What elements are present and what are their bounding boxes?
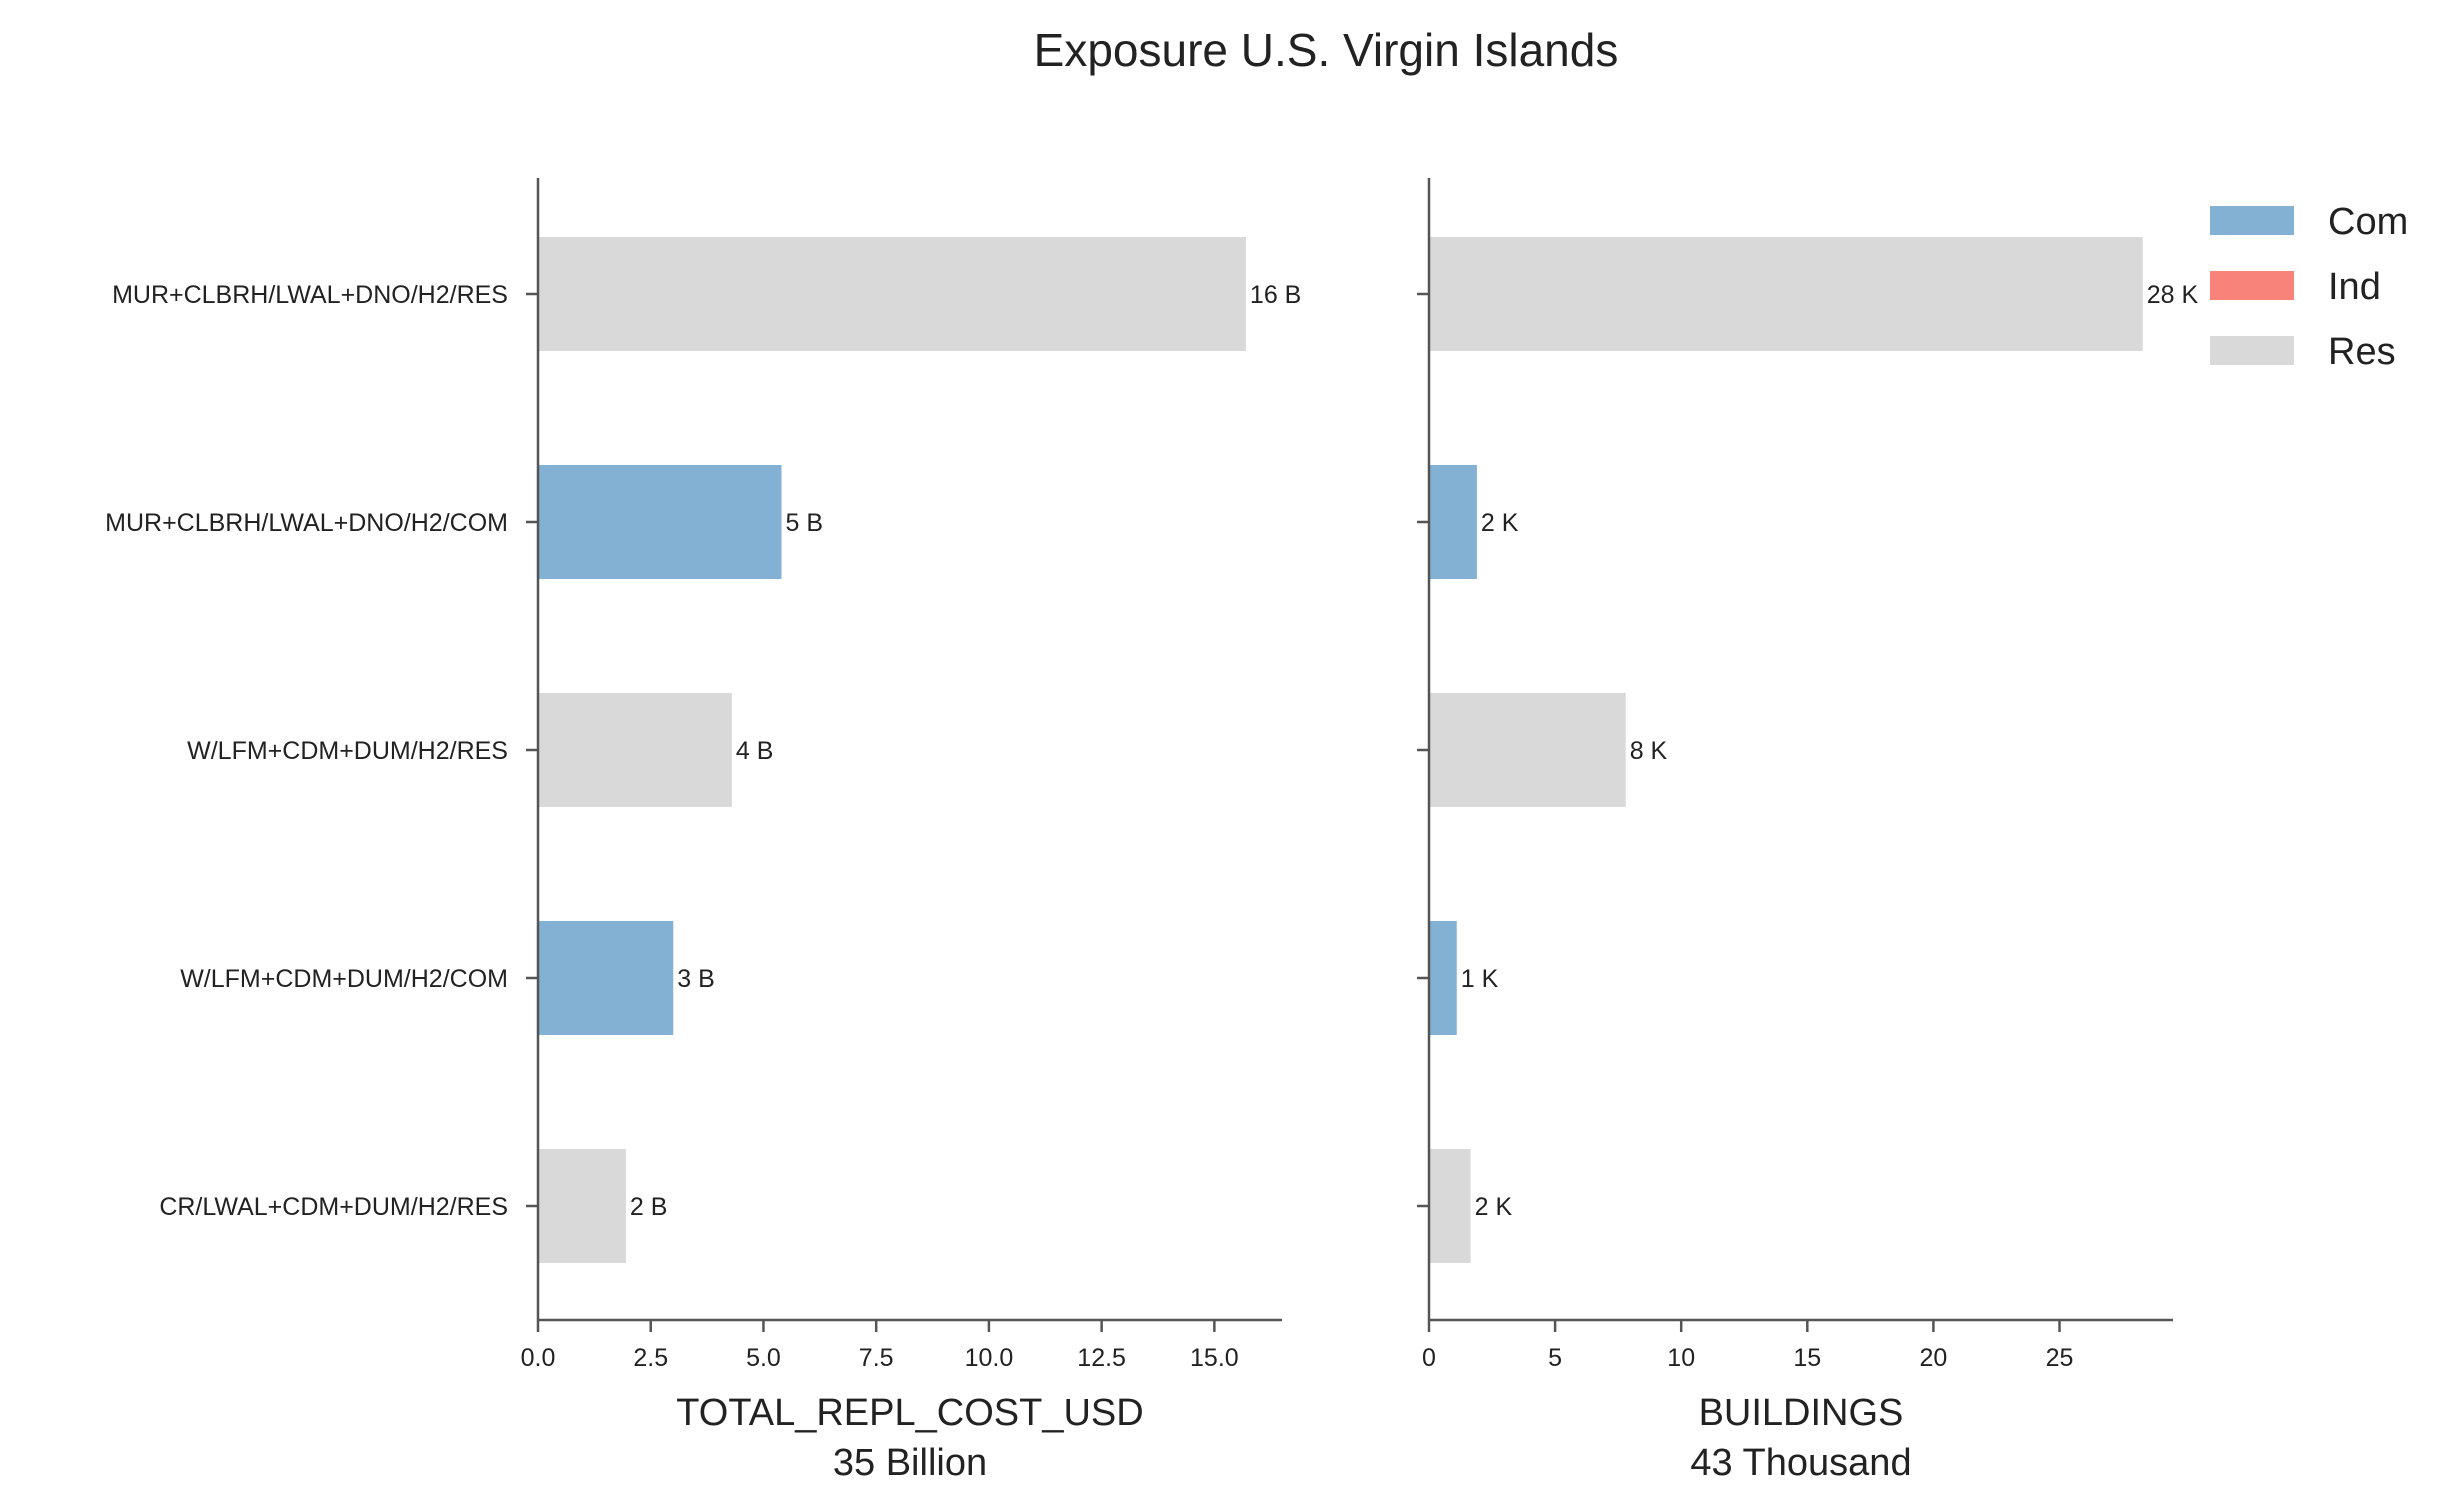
x-tick-label: 10 [1667,1344,1695,1372]
bar-value-label: 2 K [1475,1193,1513,1221]
x-axis-total-label: 43 Thousand [1690,1442,1911,1484]
x-tick-label: 15.0 [1190,1344,1239,1372]
panel-total-repl-cost: 16 B 5 B 4 B 3 B 2 B 0.0 2.5 5.0 7.5 10.0 12.5 15.0… [521,178,1301,1484]
bar-com-3 [1429,921,1457,1035]
bar-value-label: 2 K [1481,509,1519,537]
bar-res-4 [1429,1149,1471,1263]
bar-value-label: 16 B [1250,281,1301,309]
panel-buildings: 28 K 2 K 8 K 1 K 2 K 0 5 10 15 20 25 BUILDINGS 43 Th… [1417,178,2198,1484]
bar-value-label: 28 K [2147,281,2199,309]
x-tick-label: 12.5 [1077,1344,1126,1372]
x-tick-label: 25 [2046,1344,2074,1372]
bar-com-1 [538,465,782,579]
category-label: MUR+CLBRH/LWAL+DNO/H2/RES [112,281,508,309]
category-label: W/LFM+CDM+DUM/H2/COM [180,965,508,993]
legend-swatch-com [2210,206,2294,235]
legend: Com Ind Res [2210,201,2408,373]
x-tick-label: 0 [1422,1344,1436,1372]
bar-res-2 [538,693,732,807]
legend-swatch-ind [2210,271,2294,300]
bar-res-0 [1429,237,2143,351]
bar-res-0 [538,237,1246,351]
bar-res-2 [1429,693,1626,807]
category-label: CR/LWAL+CDM+DUM/H2/RES [159,1193,508,1221]
category-label: MUR+CLBRH/LWAL+DNO/H2/COM [105,509,508,537]
x-axis-label: BUILDINGS [1699,1392,1904,1434]
x-tick-label: 5.0 [746,1344,781,1372]
legend-label-com: Com [2328,201,2408,243]
bar-value-label: 3 B [677,965,715,993]
chart-title: Exposure U.S. Virgin Islands [1034,24,1619,76]
bar-com-1 [1429,465,1477,579]
bar-com-3 [538,921,674,1035]
legend-swatch-res [2210,336,2294,365]
x-axis-total-label: 35 Billion [833,1442,987,1484]
x-tick-label: 5 [1548,1344,1562,1372]
category-label: W/LFM+CDM+DUM/H2/RES [187,737,508,765]
bar-value-label: 5 B [785,509,823,537]
bar-value-label: 4 B [736,737,774,765]
x-tick-label: 7.5 [859,1344,894,1372]
bar-value-label: 8 K [1630,737,1668,765]
bar-value-label: 1 K [1461,965,1499,993]
legend-label-res: Res [2328,331,2396,373]
bar-res-4 [538,1149,626,1263]
x-axis-label: TOTAL_REPL_COST_USD [676,1392,1143,1434]
category-labels: MUR+CLBRH/LWAL+DNO/H2/RES MUR+CLBRH/LWAL+… [105,281,508,1221]
x-tick-label: 15 [1793,1344,1821,1372]
legend-label-ind: Ind [2328,266,2381,308]
x-tick-label: 2.5 [633,1344,668,1372]
x-tick-label: 20 [1920,1344,1948,1372]
bar-value-label: 2 B [630,1193,668,1221]
x-tick-label: 0.0 [521,1344,556,1372]
x-tick-label: 10.0 [965,1344,1014,1372]
